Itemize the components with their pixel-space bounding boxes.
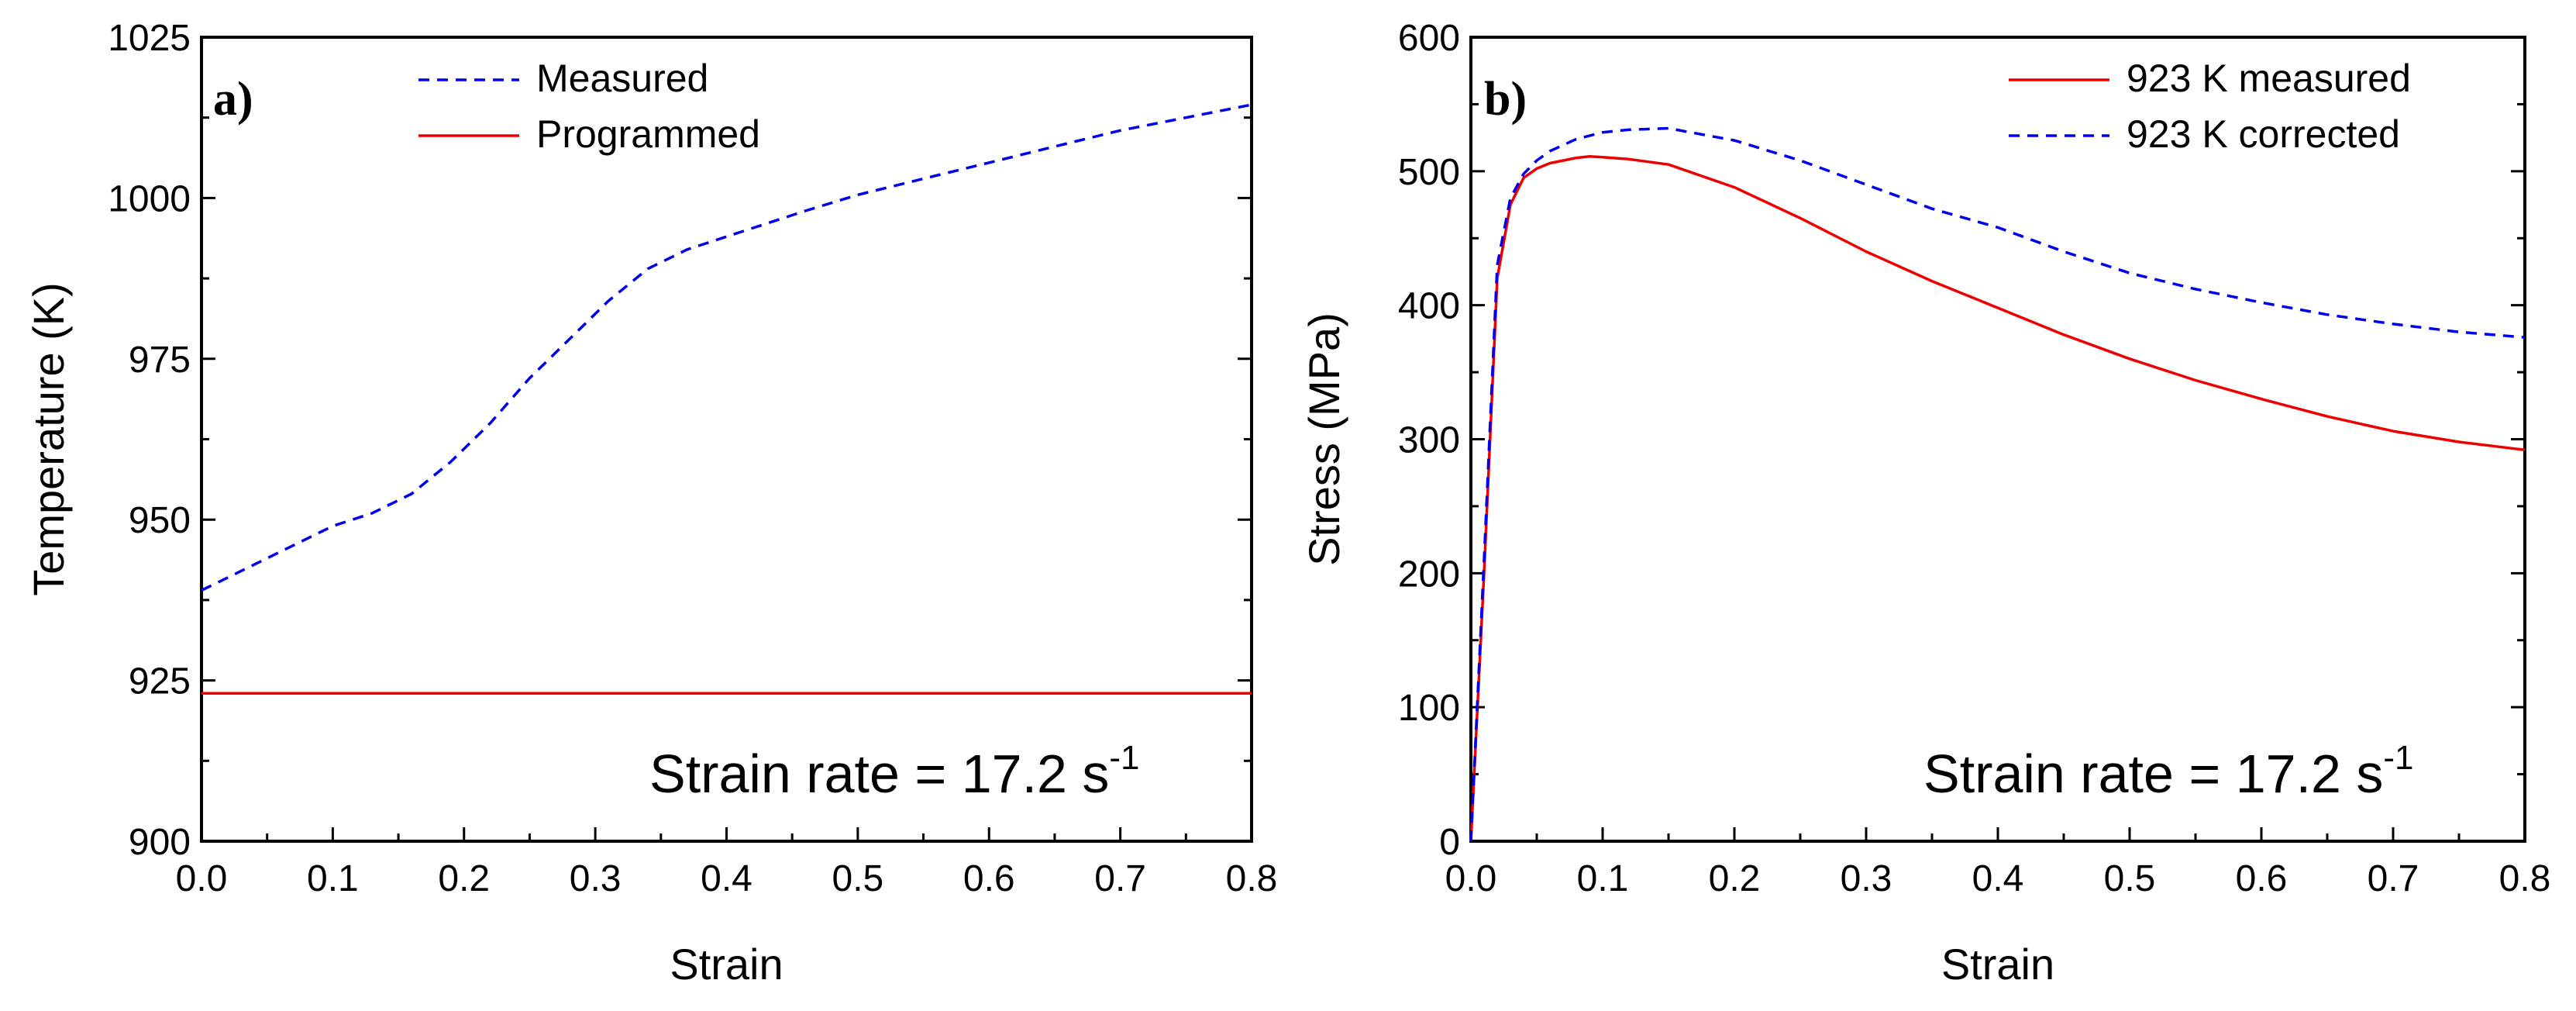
x-axis-title-b: Strain xyxy=(1941,940,2054,989)
x-tick-label-a: 0.8 xyxy=(1226,858,1278,899)
x-tick-label-b: 0.5 xyxy=(2104,858,2156,899)
x-tick-label-a: 0.0 xyxy=(176,858,228,899)
y-tick-labels-a: 900 925 950 975 1000 1025 xyxy=(108,18,191,863)
x-tick-label-b: 0.8 xyxy=(2499,858,2551,899)
x-tick-label-b: 0.2 xyxy=(1709,858,1761,899)
strain-rate-annotation-b: Strain rate = 17.2 s-1 xyxy=(1923,739,2414,804)
y-tick-label-b: 400 xyxy=(1398,286,1460,327)
strain-rate-superscript-a: -1 xyxy=(1109,739,1139,777)
x-tick-label-b: 0.1 xyxy=(1577,858,1629,899)
x-axis-title-a: Strain xyxy=(670,940,783,989)
y-tick-label-a: 1025 xyxy=(108,18,191,59)
panel-b: 0.0 0.1 0.2 0.3 0.4 0.5 0.6 0.7 0.8 0 100 200 300 40… xyxy=(1300,18,2550,989)
series-line-923-k-measured xyxy=(1469,155,2526,842)
x-tick-label-b: 0.7 xyxy=(2368,858,2419,899)
series-line-923-k-corrected xyxy=(1469,126,2526,842)
series-line-measured xyxy=(201,103,1252,592)
x-tick-label-a: 0.3 xyxy=(570,858,622,899)
x-tick-label-b: 0.3 xyxy=(1841,858,1892,899)
x-tick-label-a: 0.1 xyxy=(307,858,359,899)
y-tick-label-b: 300 xyxy=(1398,420,1460,461)
y-tick-labels-b: 0 100 200 300 400 500 600 xyxy=(1398,18,1460,863)
legend-label: Measured xyxy=(536,57,708,100)
tick-marks-b xyxy=(1469,36,2526,843)
x-tick-label-a: 0.4 xyxy=(701,858,752,899)
y-tick-label-a: 950 xyxy=(129,500,191,541)
y-tick-label-a: 925 xyxy=(129,661,191,702)
y-tick-label-b: 200 xyxy=(1398,554,1460,595)
x-tick-labels-b: 0.0 0.1 0.2 0.3 0.4 0.5 0.6 0.7 0.8 xyxy=(1445,858,2551,899)
x-tick-label-a: 0.6 xyxy=(963,858,1015,899)
y-tick-label-b: 500 xyxy=(1398,152,1460,193)
panel-label-b: b) xyxy=(1484,73,1527,126)
tick-marks-a xyxy=(200,36,1253,843)
x-tick-label-a: 0.2 xyxy=(438,858,490,899)
y-tick-label-b: 0 xyxy=(1439,822,1460,863)
legend-b: 923 K measured 923 K corrected xyxy=(2009,57,2411,156)
plot-frame-a xyxy=(200,36,1253,843)
strain-rate-annotation-a: Strain rate = 17.2 s-1 xyxy=(649,739,1140,804)
y-tick-label-b: 600 xyxy=(1398,18,1460,59)
strain-rate-superscript-b: -1 xyxy=(2383,739,2413,777)
x-tick-label-b: 0.4 xyxy=(1972,858,2024,899)
x-tick-label-b: 0.0 xyxy=(1445,858,1497,899)
x-tick-label-a: 0.7 xyxy=(1094,858,1146,899)
legend-label: 923 K measured xyxy=(2127,57,2411,100)
y-tick-label-b: 100 xyxy=(1398,688,1460,729)
strain-rate-text-a: Strain rate = 17.2 s xyxy=(649,744,1109,804)
series-layer-a xyxy=(201,103,1252,695)
legend-label: 923 K corrected xyxy=(2127,112,2400,156)
y-tick-label-a: 975 xyxy=(129,340,191,381)
legend-a: Measured Programmed xyxy=(418,57,760,156)
panel-a: 0.0 0.1 0.2 0.3 0.4 0.5 0.6 0.7 0.8 900 925 950 975… xyxy=(24,18,1277,989)
panel-label-a: a) xyxy=(213,73,253,126)
x-tick-label-b: 0.6 xyxy=(2236,858,2288,899)
y-tick-label-a: 1000 xyxy=(108,178,191,219)
y-tick-label-a: 900 xyxy=(129,822,191,863)
y-axis-title-b: Stress (MPa) xyxy=(1300,312,1348,566)
x-tick-label-a: 0.5 xyxy=(832,858,884,899)
y-axis-title-a: Temperature (K) xyxy=(24,282,73,596)
strain-rate-text-b: Strain rate = 17.2 s xyxy=(1923,744,2383,804)
x-tick-labels-a: 0.0 0.1 0.2 0.3 0.4 0.5 0.6 0.7 0.8 xyxy=(176,858,1278,899)
series-layer-b xyxy=(1469,126,2526,842)
legend-label: Programmed xyxy=(536,112,760,156)
